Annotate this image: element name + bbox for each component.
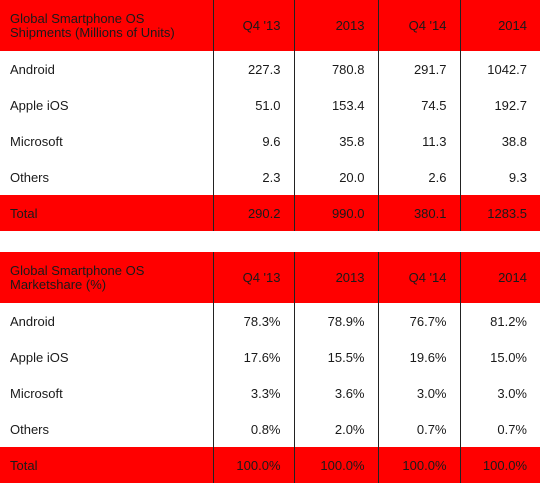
cell-value: 11.3 [378, 123, 461, 159]
cell-value: 3.0% [460, 375, 540, 411]
cell-value: 3.6% [294, 375, 379, 411]
row-label: Android [0, 303, 214, 339]
cell-value: 76.7% [378, 303, 461, 339]
table-title-line-2: Marketshare (%) [10, 276, 107, 292]
table-title-line-2: Shipments (Millions of Units) [10, 24, 175, 40]
table-title: Global Smartphone OS Shipments (Millions … [0, 0, 214, 51]
cell-value: 78.9% [294, 303, 379, 339]
row-label: Apple iOS [0, 87, 214, 123]
table-title: Global Smartphone OS Marketshare (%) [0, 252, 214, 303]
table-row: Apple iOS 17.6% 15.5% 19.6% 15.0% [0, 339, 540, 375]
table-row: Microsoft 9.6 35.8 11.3 38.8 [0, 123, 540, 159]
table-title-line-1: Global Smartphone OS [10, 262, 145, 278]
table-row: Android 227.3 780.8 291.7 1042.7 [0, 51, 540, 87]
table-row: Android 78.3% 78.9% 76.7% 81.2% [0, 303, 540, 339]
cell-value: 0.7% [378, 411, 461, 447]
cell-value: 15.0% [460, 339, 540, 375]
row-label: Total [0, 447, 214, 483]
row-label: Others [0, 411, 214, 447]
cell-value: 2.6 [378, 159, 461, 195]
table-row: Others 0.8% 2.0% 0.7% 0.7% [0, 411, 540, 447]
table-header-row: Global Smartphone OS Shipments (Millions … [0, 0, 540, 51]
cell-value: 20.0 [294, 159, 379, 195]
table-title-line-1: Global Smartphone OS [10, 10, 145, 26]
cell-value: 9.6 [213, 123, 295, 159]
cell-value: 38.8 [460, 123, 540, 159]
table-row: Apple iOS 51.0 153.4 74.5 192.7 [0, 87, 540, 123]
column-header: 2013 [294, 252, 379, 303]
row-label: Others [0, 159, 214, 195]
cell-value: 51.0 [213, 87, 295, 123]
row-label: Total [0, 195, 214, 231]
table-row: Others 2.3 20.0 2.6 9.3 [0, 159, 540, 195]
cell-value: 9.3 [460, 159, 540, 195]
row-label: Microsoft [0, 375, 214, 411]
cell-value: 19.6% [378, 339, 461, 375]
cell-value: 100.0% [294, 447, 379, 483]
cell-value: 2.0% [294, 411, 379, 447]
marketshare-table: Global Smartphone OS Marketshare (%) Q4 '… [0, 252, 540, 483]
table-header-row: Global Smartphone OS Marketshare (%) Q4 '… [0, 252, 540, 303]
row-label: Apple iOS [0, 339, 214, 375]
cell-value: 1042.7 [460, 51, 540, 87]
cell-value: 78.3% [213, 303, 295, 339]
table-row: Microsoft 3.3% 3.6% 3.0% 3.0% [0, 375, 540, 411]
cell-value: 153.4 [294, 87, 379, 123]
cell-value: 3.3% [213, 375, 295, 411]
cell-value: 990.0 [294, 195, 379, 231]
cell-value: 100.0% [378, 447, 461, 483]
cell-value: 0.8% [213, 411, 295, 447]
cell-value: 15.5% [294, 339, 379, 375]
cell-value: 1283.5 [460, 195, 540, 231]
cell-value: 291.7 [378, 51, 461, 87]
row-label: Android [0, 51, 214, 87]
cell-value: 17.6% [213, 339, 295, 375]
cell-value: 100.0% [213, 447, 295, 483]
cell-value: 227.3 [213, 51, 295, 87]
cell-value: 380.1 [378, 195, 461, 231]
cell-value: 100.0% [460, 447, 540, 483]
column-header: Q4 '13 [213, 252, 295, 303]
cell-value: 81.2% [460, 303, 540, 339]
cell-value: 2.3 [213, 159, 295, 195]
cell-value: 780.8 [294, 51, 379, 87]
column-header: Q4 '14 [378, 0, 461, 51]
column-header: Q4 '14 [378, 252, 461, 303]
column-header: 2013 [294, 0, 379, 51]
total-row: Total 290.2 990.0 380.1 1283.5 [0, 195, 540, 231]
cell-value: 3.0% [378, 375, 461, 411]
cell-value: 192.7 [460, 87, 540, 123]
cell-value: 35.8 [294, 123, 379, 159]
column-header: 2014 [460, 0, 540, 51]
total-row: Total 100.0% 100.0% 100.0% 100.0% [0, 447, 540, 483]
cell-value: 290.2 [213, 195, 295, 231]
row-label: Microsoft [0, 123, 214, 159]
column-header: Q4 '13 [213, 0, 295, 51]
column-header: 2014 [460, 252, 540, 303]
shipments-table: Global Smartphone OS Shipments (Millions … [0, 0, 540, 231]
cell-value: 0.7% [460, 411, 540, 447]
cell-value: 74.5 [378, 87, 461, 123]
